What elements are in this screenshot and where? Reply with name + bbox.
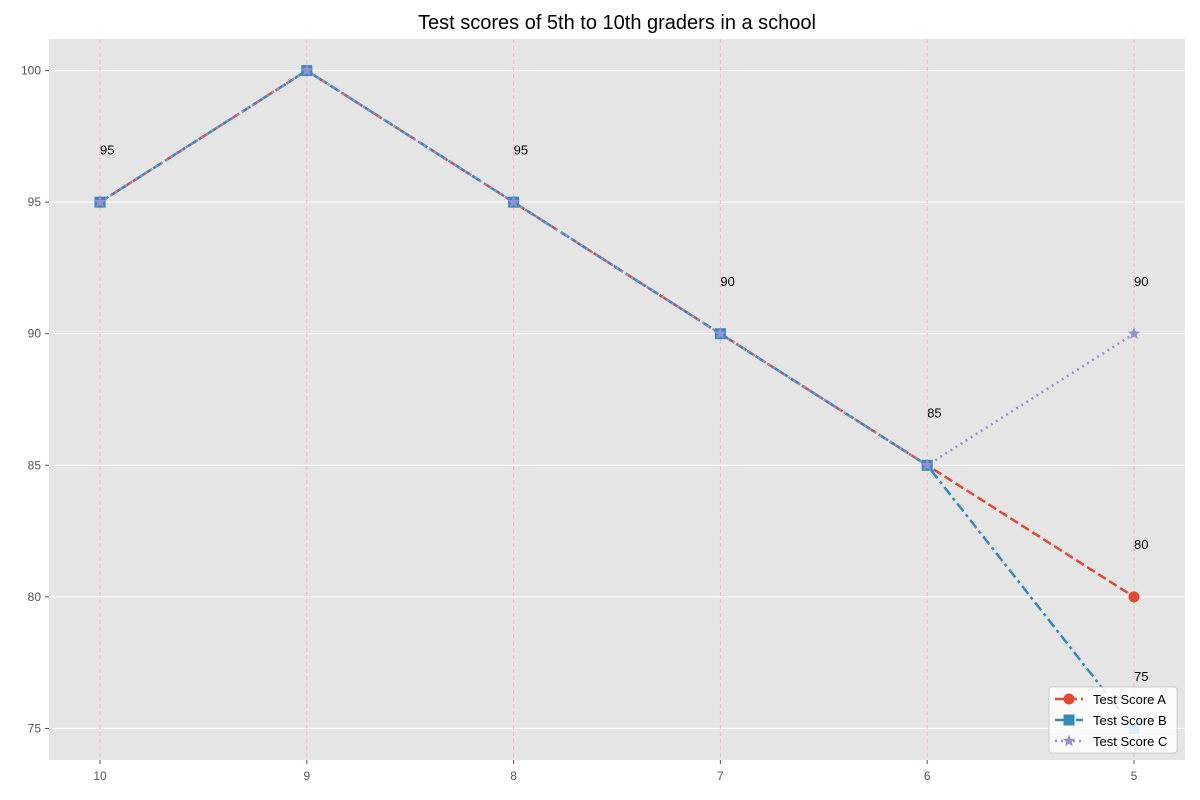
horizontal-gridlines bbox=[49, 70, 1185, 729]
series-lines bbox=[99, 69, 1135, 730]
data-label: 90 bbox=[720, 274, 734, 289]
data-label: 95 bbox=[100, 143, 114, 158]
data-point bbox=[921, 458, 934, 471]
y-tick-label: 85 bbox=[28, 458, 42, 472]
y-axis-ticks: 75 80 85 90 95 100 bbox=[21, 64, 49, 735]
legend: Test Score A Test Score B Test Score C bbox=[1048, 686, 1178, 754]
data-label: 80 bbox=[1134, 537, 1148, 552]
x-tick-label: 7 bbox=[717, 769, 724, 783]
legend-box bbox=[1048, 686, 1178, 754]
y-tick-label: 80 bbox=[28, 590, 42, 604]
x-tick-label: 5 bbox=[1131, 769, 1138, 783]
y-tick-label: 95 bbox=[28, 195, 42, 209]
legend-marker bbox=[1063, 693, 1075, 705]
legend-label: Test Score A bbox=[1093, 692, 1166, 707]
vertical-dashed-lines bbox=[99, 39, 1135, 760]
x-tick-label: 6 bbox=[924, 769, 931, 783]
y-tick-label: 90 bbox=[28, 327, 42, 341]
data-point bbox=[1128, 591, 1140, 603]
x-tick-label: 8 bbox=[510, 769, 517, 783]
data-point bbox=[714, 327, 727, 339]
data-label: 85 bbox=[927, 406, 941, 421]
data-labels: 95 95 90 85 80 75 90 bbox=[100, 143, 1148, 684]
legend-label: Test Score C bbox=[1093, 734, 1167, 749]
x-tick-label: 10 bbox=[93, 769, 107, 783]
chart-title: Test scores of 5th to 10th graders in a … bbox=[418, 12, 816, 34]
y-tick-label: 100 bbox=[21, 64, 41, 78]
series-line bbox=[99, 69, 1135, 467]
data-point bbox=[507, 195, 520, 208]
plot-area bbox=[49, 39, 1185, 760]
x-tick-label: 9 bbox=[303, 769, 310, 783]
data-label: 90 bbox=[1134, 274, 1148, 289]
data-label: 75 bbox=[1134, 669, 1148, 684]
legend-label: Test Score B bbox=[1093, 713, 1167, 728]
x-axis-ticks: 10 9 8 7 6 5 bbox=[93, 760, 1138, 783]
data-label: 95 bbox=[514, 143, 528, 158]
y-tick-label: 75 bbox=[28, 721, 42, 735]
legend-marker bbox=[1062, 734, 1076, 747]
data-point bbox=[300, 64, 313, 76]
data-point bbox=[93, 195, 107, 208]
data-point bbox=[1127, 327, 1141, 339]
legend-marker bbox=[1063, 714, 1075, 726]
